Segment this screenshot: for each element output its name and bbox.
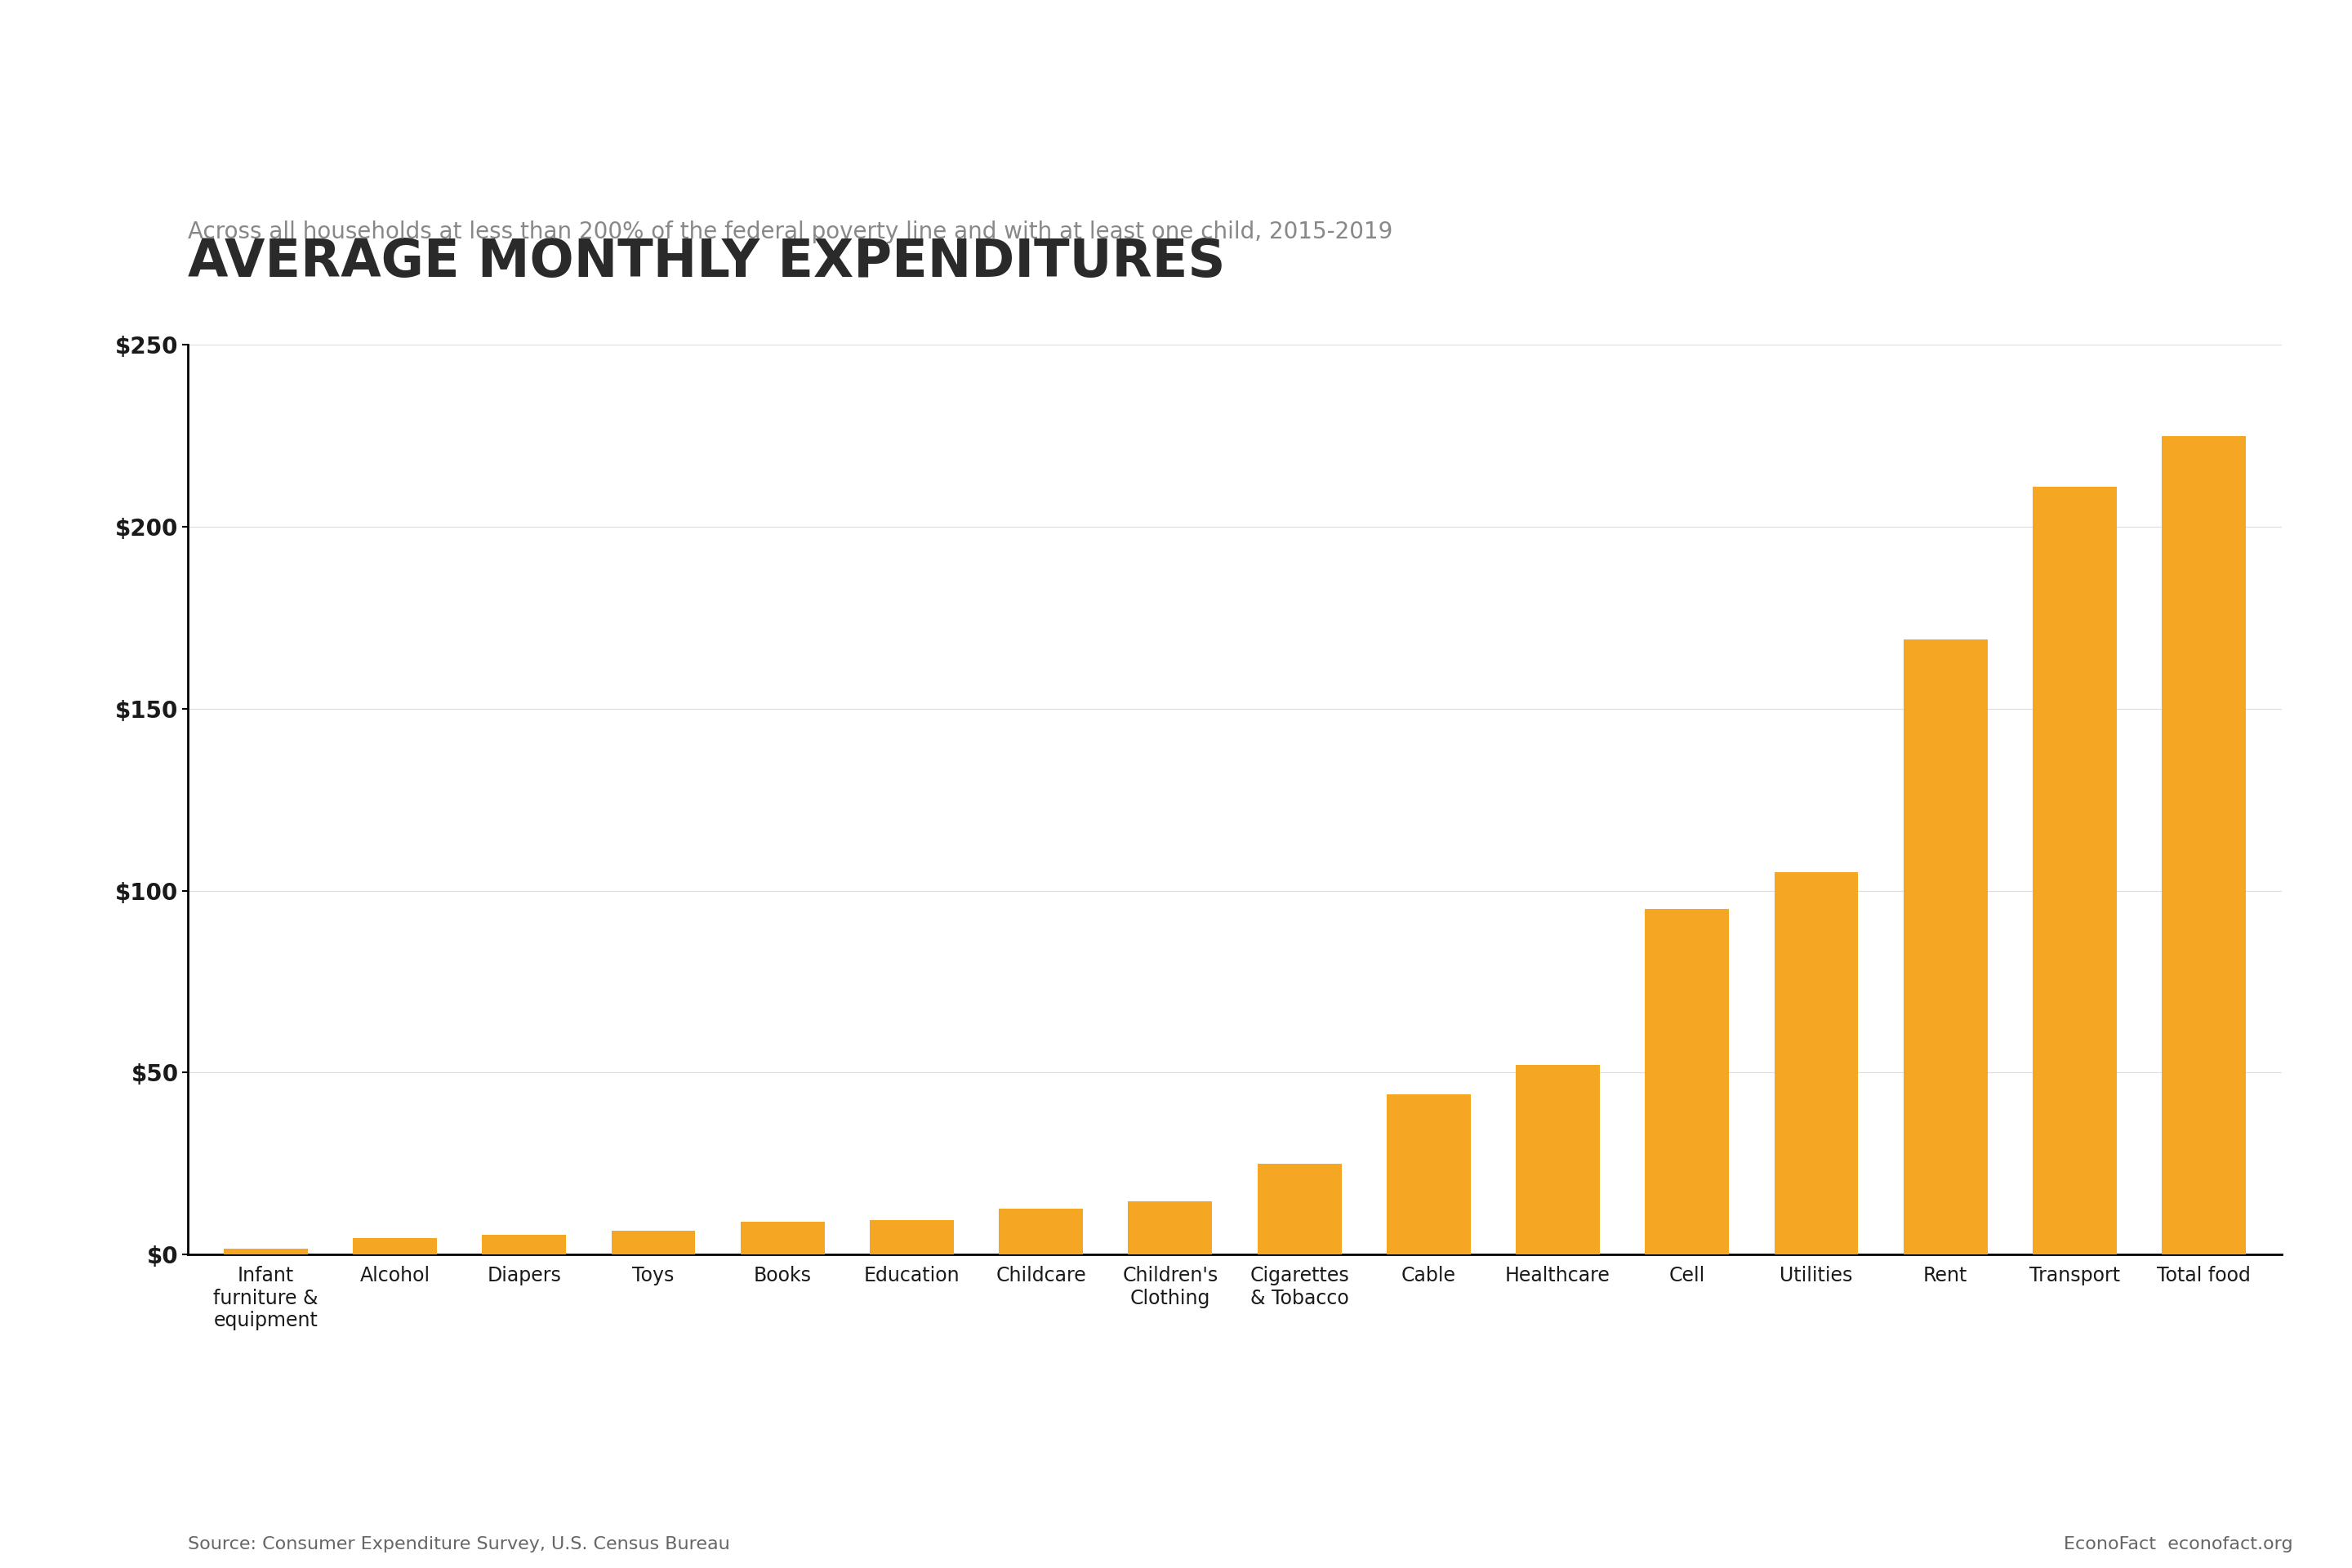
Bar bbox=[353, 1239, 437, 1254]
Bar bbox=[1903, 640, 1987, 1254]
Text: EconoFact  econofact.org: EconoFact econofact.org bbox=[2065, 1537, 2293, 1552]
Bar bbox=[612, 1231, 696, 1254]
Bar bbox=[1644, 909, 1729, 1254]
Bar bbox=[870, 1220, 955, 1254]
Bar bbox=[741, 1221, 826, 1254]
Bar bbox=[1388, 1094, 1470, 1254]
Bar bbox=[1129, 1201, 1211, 1254]
Text: Source: Consumer Expenditure Survey, U.S. Census Bureau: Source: Consumer Expenditure Survey, U.S… bbox=[188, 1537, 729, 1552]
Bar bbox=[2032, 486, 2117, 1254]
Bar bbox=[1773, 872, 1858, 1254]
Bar bbox=[1515, 1065, 1599, 1254]
Bar bbox=[482, 1234, 567, 1254]
Bar bbox=[1000, 1209, 1082, 1254]
Text: Across all households at less than 200% of the federal poverty line and with at : Across all households at less than 200% … bbox=[188, 220, 1392, 243]
Bar bbox=[1258, 1163, 1341, 1254]
Bar bbox=[223, 1250, 308, 1254]
Bar bbox=[2161, 436, 2246, 1254]
Text: AVERAGE MONTHLY EXPENDITURES: AVERAGE MONTHLY EXPENDITURES bbox=[188, 237, 1225, 287]
